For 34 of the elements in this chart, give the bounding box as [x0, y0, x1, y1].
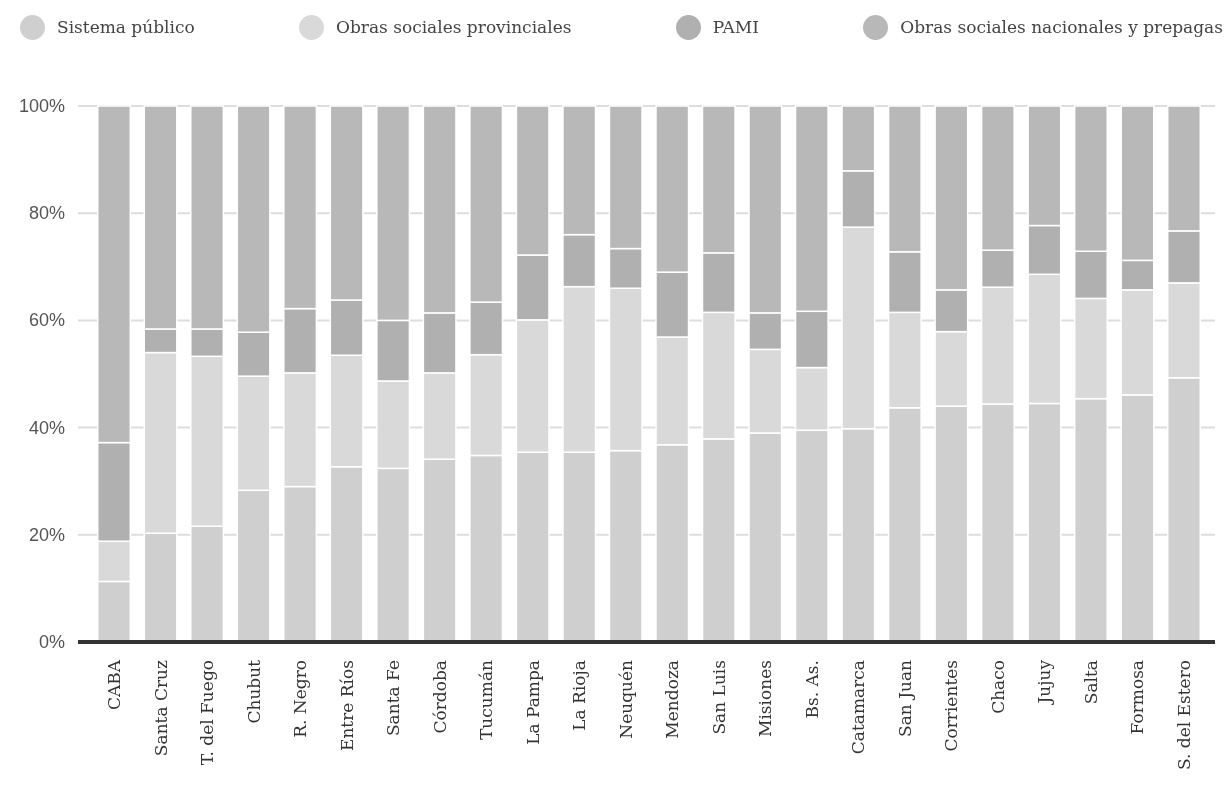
x-tick-label: La Rioja: [569, 660, 590, 731]
x-tick-label: Misiones: [755, 660, 776, 737]
x-tick-label: Formosa: [1127, 660, 1148, 735]
x-tick-label: Chaco: [987, 660, 1008, 714]
legend-label: Sistema público: [57, 17, 195, 37]
x-tick-label: CABA: [104, 659, 125, 711]
y-tick-label: 80%: [28, 203, 65, 224]
x-tick-label: Santa Cruz: [150, 659, 171, 757]
y-tick-label: 0%: [38, 632, 65, 652]
x-tick-label: Salta: [1080, 660, 1101, 705]
x-tick-label: San Juan: [894, 659, 915, 737]
x-tick-label: Corrientes: [941, 660, 962, 752]
x-tick-label: S. del Estero: [1173, 660, 1194, 771]
x-tick-label: Santa Fe: [383, 660, 404, 737]
y-tick-label: 20%: [28, 524, 65, 545]
x-tick-label: Neuquén: [615, 659, 636, 739]
x-tick-label: Chubut: [243, 659, 264, 724]
x-tick-label: Jujuy: [1034, 659, 1055, 706]
x-tick-label: Catamarca: [848, 660, 869, 755]
y-tick-label: 60%: [28, 310, 65, 331]
x-tick-label: Mendoza: [662, 660, 683, 739]
legend-label: PAMI: [712, 17, 759, 37]
x-tick-label: Bs. As.: [801, 660, 822, 719]
y-tick-label: 100%: [18, 96, 65, 116]
legend-label: Obras sociales provinciales: [335, 17, 572, 37]
legend-label: Obras sociales nacionales y prepagas: [900, 17, 1223, 37]
x-tick-label: Córdoba: [429, 660, 450, 734]
y-tick-label: 40%: [28, 417, 65, 438]
x-tick-label: La Pampa: [522, 660, 543, 745]
x-tick-label: R. Negro: [290, 660, 311, 738]
x-tick-label: Entre Ríos: [336, 660, 357, 751]
x-tick-label: San Luis: [708, 660, 729, 735]
x-tick-label: Tucumán: [476, 659, 497, 740]
x-tick-label: T. del Fuego: [197, 660, 218, 766]
